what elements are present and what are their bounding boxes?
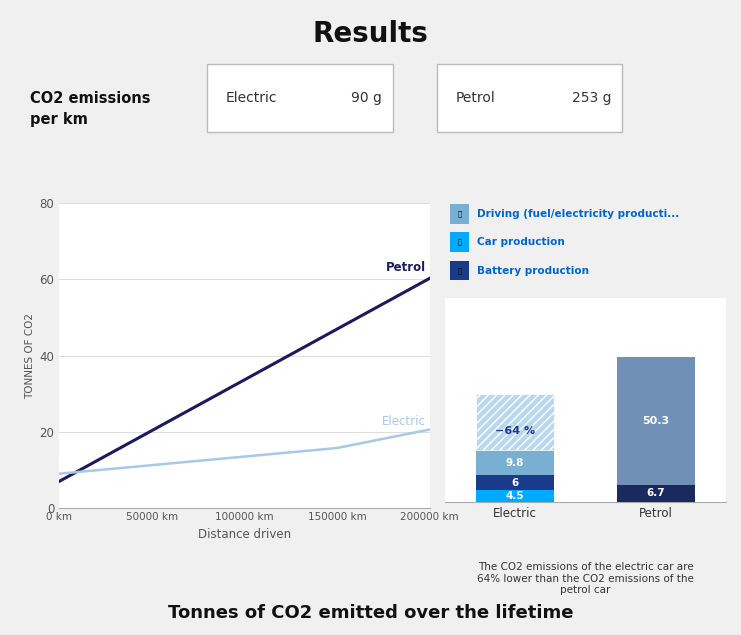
Bar xyxy=(476,394,554,450)
Text: 9.8: 9.8 xyxy=(506,458,524,467)
Text: Petrol: Petrol xyxy=(386,261,426,274)
Text: 50.3: 50.3 xyxy=(642,416,669,425)
Bar xyxy=(451,204,468,224)
Bar xyxy=(451,261,468,281)
Text: Tonnes of CO2 emitted over the lifetime: Tonnes of CO2 emitted over the lifetime xyxy=(167,604,574,622)
Text: 4.5: 4.5 xyxy=(505,491,525,501)
Text: 6.7: 6.7 xyxy=(646,488,665,498)
Bar xyxy=(476,450,554,475)
Bar xyxy=(617,485,694,502)
Text: Car production: Car production xyxy=(477,237,565,247)
Text: 🚗: 🚗 xyxy=(457,210,462,217)
Text: 253 g: 253 g xyxy=(572,91,611,105)
Text: Battery production: Battery production xyxy=(477,265,589,276)
Text: Results: Results xyxy=(313,20,428,48)
Text: 6: 6 xyxy=(511,478,519,488)
Text: Electric: Electric xyxy=(226,91,278,105)
Text: 🏭: 🏭 xyxy=(457,239,462,246)
Text: Driving (fuel/electricity producti...: Driving (fuel/electricity producti... xyxy=(477,209,679,218)
FancyBboxPatch shape xyxy=(437,64,622,132)
Bar xyxy=(617,357,694,485)
FancyBboxPatch shape xyxy=(207,64,393,132)
Text: Electric: Electric xyxy=(382,415,426,427)
X-axis label: Distance driven: Distance driven xyxy=(198,528,291,541)
Text: The CO2 emissions of the electric car are
64% lower than the CO2 emissions of th: The CO2 emissions of the electric car ar… xyxy=(477,562,694,595)
Text: CO2 emissions
per km: CO2 emissions per km xyxy=(30,91,150,127)
Bar xyxy=(476,490,554,502)
Bar xyxy=(476,475,554,490)
Text: −64 %: −64 % xyxy=(495,425,535,436)
Y-axis label: TONNES OF CO2: TONNES OF CO2 xyxy=(25,312,36,399)
Text: 🔋: 🔋 xyxy=(457,267,462,274)
Text: 90 g: 90 g xyxy=(350,91,382,105)
Bar xyxy=(451,232,468,252)
Text: Petrol: Petrol xyxy=(456,91,496,105)
